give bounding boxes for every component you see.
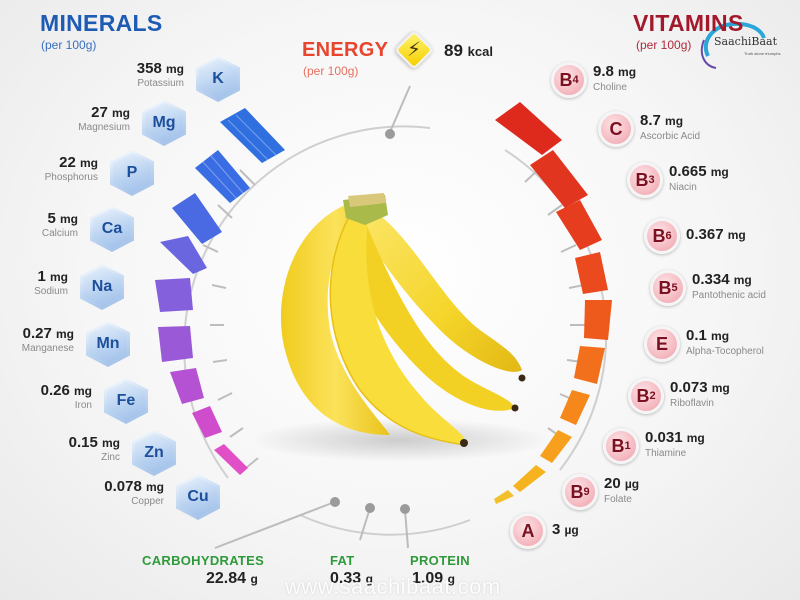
mineral-bar-stripes — [202, 114, 277, 199]
mineral-item-calcium: 5 mg Calcium Ca — [20, 206, 140, 252]
manganese-hex-icon: Mn — [86, 321, 130, 367]
mineral-item-zinc: 0.15 mg Zinc Zn — [40, 430, 182, 476]
vitamin-e-badge-icon: E — [644, 326, 680, 362]
banana-illustration — [250, 193, 550, 462]
vitamins-subtitle: (per 100g) — [636, 38, 692, 52]
mineral-item-phosphorus: 22 mg Phosphorus P — [20, 150, 160, 196]
energy-value: 89 kcal — [444, 41, 493, 60]
potassium-hex-icon: K — [196, 56, 240, 102]
connector-dots — [330, 129, 410, 514]
mineral-bars — [155, 108, 285, 475]
calcium-hex-icon: Ca — [90, 206, 134, 252]
lightning-bolt-icon: ⚡ — [406, 39, 422, 61]
logo-tagline: Truth alone triumphs — [744, 51, 781, 56]
tick-marks — [202, 167, 585, 469]
mineral-item-copper: 0.078 mg Copper Cu — [60, 474, 226, 520]
mineral-item-magnesium: 27 mg Magnesium Mg — [40, 100, 192, 146]
energy-subtitle: (per 100g) — [303, 64, 359, 78]
protein-value: 1.09 g — [412, 570, 455, 587]
copper-hex-icon: Cu — [176, 474, 220, 520]
zinc-hex-icon: Zn — [132, 430, 176, 476]
magnesium-hex-icon: Mg — [142, 100, 186, 146]
vitamin-bars — [494, 102, 612, 504]
minerals-title: MINERALS — [40, 10, 163, 36]
website-watermark: www.saachibaat.com — [285, 574, 501, 599]
mineral-item-sodium: 1 mg Sodium Na — [10, 264, 130, 310]
saachibaat-logo-mark — [700, 21, 766, 69]
sodium-hex-icon: Na — [80, 264, 124, 310]
vitamins-title: VITAMINS — [633, 10, 744, 36]
fat-value: 0.33 g — [330, 570, 373, 587]
vitamin-c-badge-icon: C — [598, 111, 634, 147]
mineral-item-manganese: 0.27 mg Manganese Mn — [10, 321, 136, 367]
carbohydrates-value: 22.84 g — [206, 570, 258, 587]
iron-hex-icon: Fe — [104, 378, 148, 424]
phosphorus-hex-icon: P — [110, 150, 154, 196]
mineral-item-iron: 0.26 mg Iron Fe — [20, 378, 154, 424]
minerals-subtitle: (per 100g) — [41, 38, 97, 52]
carbohydrates-label: CARBOHYDRATES — [142, 553, 265, 568]
protein-label: PROTEIN — [410, 553, 470, 568]
energy-title: ENERGY — [302, 39, 389, 61]
vitamin-a-badge-icon: A — [510, 513, 546, 549]
fat-label: FAT — [330, 553, 355, 568]
mineral-item-potassium: 358 mg Potassium K — [60, 56, 246, 102]
logo-text: SaachiBaat — [714, 35, 778, 48]
connector-lines — [214, 85, 411, 549]
